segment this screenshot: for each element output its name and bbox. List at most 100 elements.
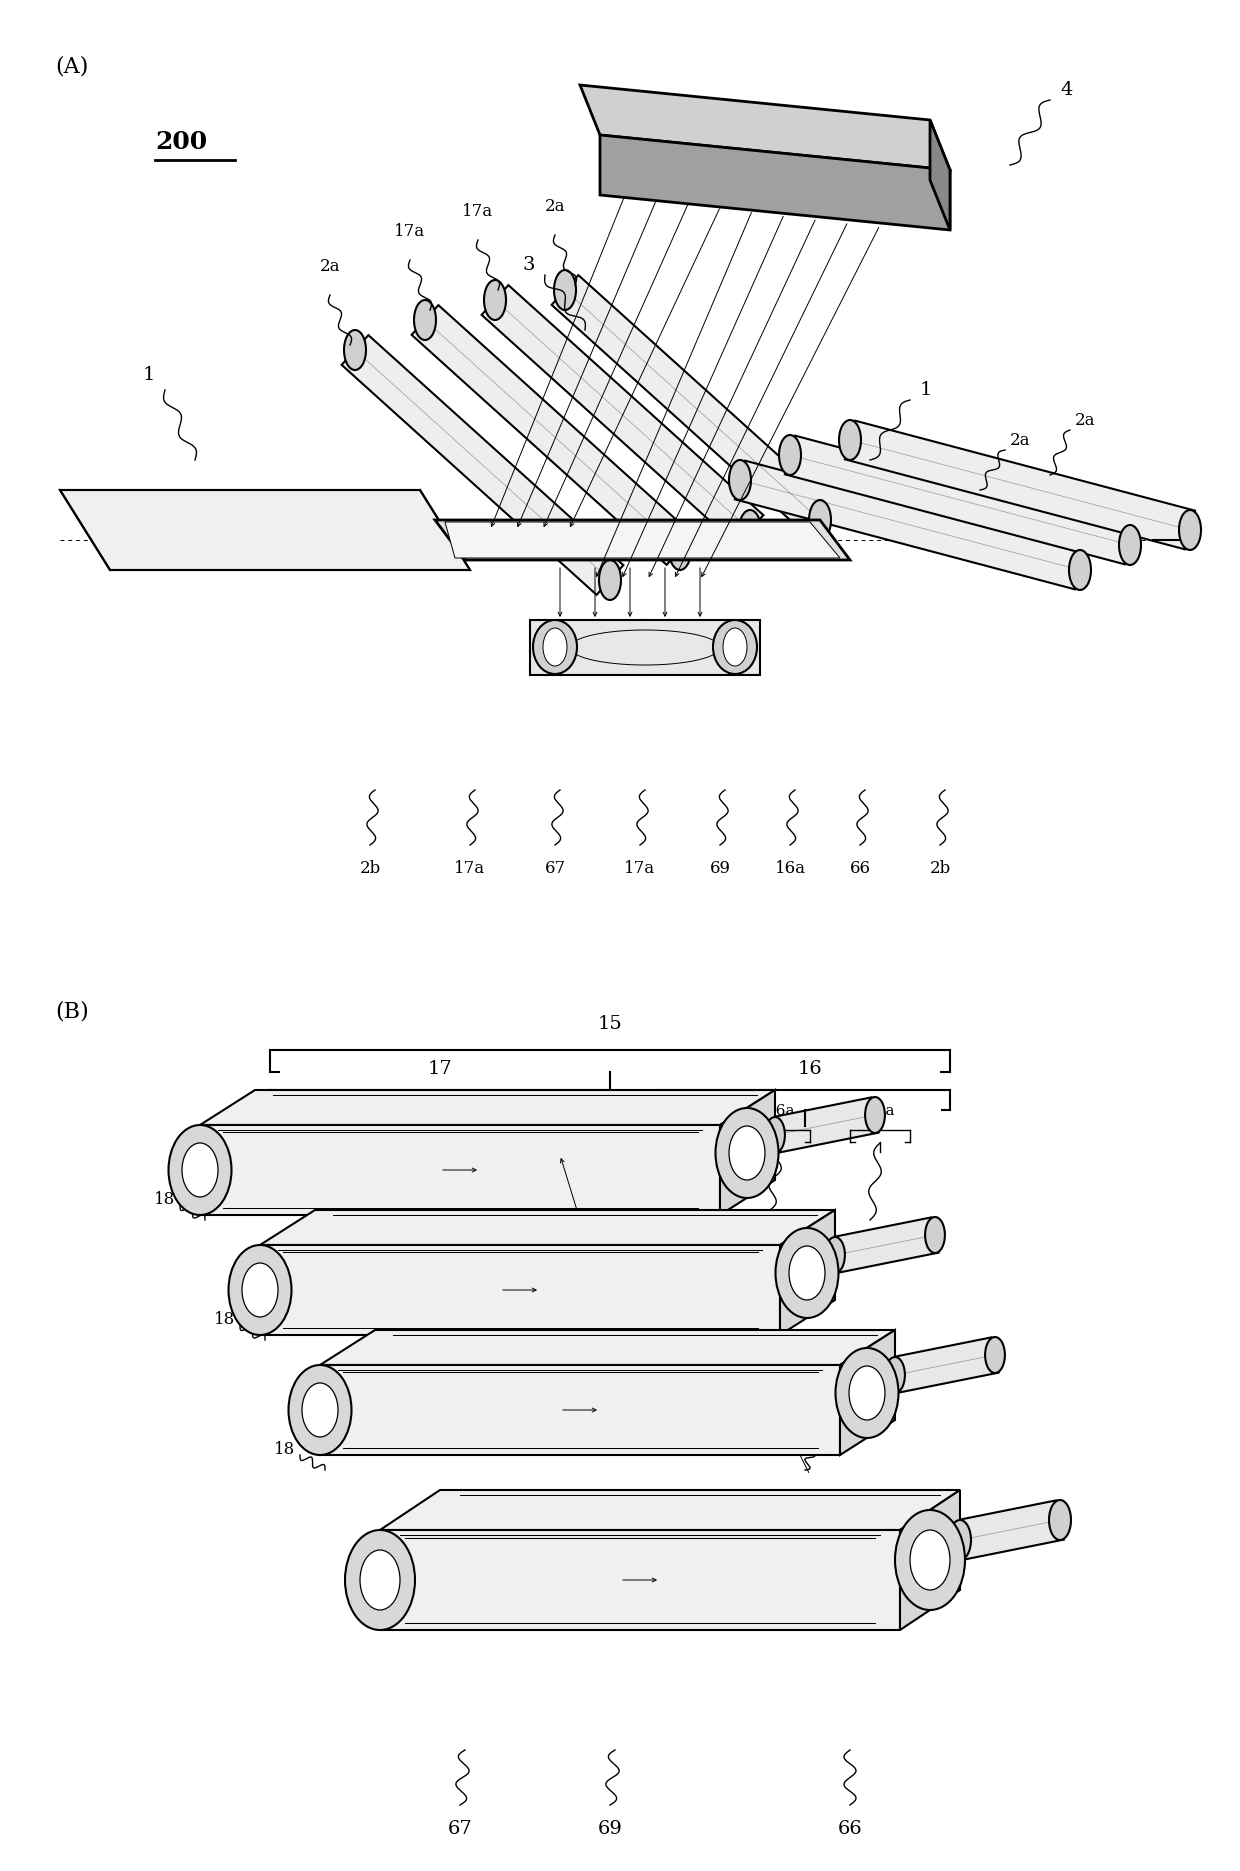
Text: 8: 8 [650, 1252, 661, 1269]
Text: 8: 8 [820, 1431, 832, 1448]
Ellipse shape [949, 1519, 971, 1560]
Ellipse shape [715, 1108, 779, 1197]
Ellipse shape [414, 299, 436, 341]
Ellipse shape [836, 1347, 899, 1439]
Polygon shape [320, 1330, 895, 1366]
Text: 17a: 17a [454, 861, 486, 877]
Polygon shape [930, 120, 950, 230]
Polygon shape [379, 1530, 900, 1630]
Ellipse shape [789, 1246, 825, 1300]
Ellipse shape [228, 1244, 291, 1336]
Polygon shape [200, 1091, 775, 1124]
Text: 4: 4 [1060, 80, 1073, 99]
Polygon shape [552, 275, 833, 535]
Text: 67: 67 [544, 861, 565, 877]
Ellipse shape [825, 1237, 844, 1272]
Polygon shape [435, 520, 849, 559]
Text: 17a: 17a [356, 1104, 384, 1119]
Ellipse shape [533, 619, 577, 674]
Ellipse shape [343, 329, 366, 370]
Ellipse shape [543, 629, 567, 666]
Ellipse shape [808, 500, 831, 541]
Ellipse shape [779, 434, 801, 475]
Text: 17a: 17a [255, 1104, 284, 1119]
Ellipse shape [925, 1216, 945, 1254]
Text: 69: 69 [598, 1820, 622, 1837]
Text: 1: 1 [143, 367, 155, 384]
Polygon shape [379, 1489, 960, 1530]
Ellipse shape [182, 1143, 218, 1197]
Polygon shape [260, 1211, 835, 1244]
Ellipse shape [599, 559, 621, 601]
Ellipse shape [723, 629, 746, 666]
Ellipse shape [484, 281, 506, 320]
Ellipse shape [670, 529, 691, 571]
Text: 3: 3 [522, 256, 534, 273]
Polygon shape [844, 421, 1195, 550]
Polygon shape [735, 460, 1085, 589]
Polygon shape [720, 1091, 775, 1214]
Ellipse shape [345, 1530, 415, 1630]
Polygon shape [600, 135, 950, 230]
Ellipse shape [739, 511, 761, 550]
Ellipse shape [765, 1117, 785, 1153]
Ellipse shape [289, 1366, 351, 1456]
Text: 66: 66 [838, 1820, 862, 1837]
Ellipse shape [713, 619, 756, 674]
Text: 200: 200 [155, 129, 207, 153]
Ellipse shape [242, 1263, 278, 1317]
Text: 2a: 2a [1011, 432, 1030, 449]
Text: 2a: 2a [1075, 412, 1095, 428]
Text: 15: 15 [598, 1014, 622, 1033]
FancyBboxPatch shape [529, 619, 760, 675]
Polygon shape [832, 1218, 939, 1272]
Ellipse shape [775, 1227, 838, 1317]
Polygon shape [771, 1098, 878, 1153]
Text: 16a: 16a [766, 1104, 795, 1119]
Text: (A): (A) [55, 54, 88, 77]
Text: 16: 16 [797, 1061, 822, 1078]
Polygon shape [200, 1124, 720, 1214]
Text: 66: 66 [849, 861, 870, 877]
Text: 16a: 16a [866, 1104, 894, 1119]
Text: 18: 18 [274, 1441, 295, 1459]
Text: 69: 69 [709, 861, 730, 877]
Text: (B): (B) [55, 999, 89, 1022]
Ellipse shape [1049, 1501, 1071, 1540]
Ellipse shape [169, 1124, 232, 1214]
Ellipse shape [1179, 511, 1202, 550]
Polygon shape [60, 490, 470, 571]
Text: 17: 17 [428, 1061, 453, 1078]
Polygon shape [900, 1489, 960, 1630]
Polygon shape [481, 284, 764, 544]
Polygon shape [956, 1501, 1064, 1560]
Ellipse shape [895, 1510, 965, 1611]
Polygon shape [839, 1330, 895, 1456]
Ellipse shape [729, 460, 751, 500]
Text: 17a: 17a [456, 1104, 484, 1119]
Polygon shape [556, 619, 735, 675]
Ellipse shape [866, 1096, 885, 1134]
Text: 17a: 17a [556, 1104, 584, 1119]
Ellipse shape [885, 1356, 905, 1394]
Polygon shape [341, 335, 624, 595]
Polygon shape [260, 1244, 780, 1336]
Ellipse shape [1069, 550, 1091, 589]
Text: 16a: 16a [666, 1104, 694, 1119]
Polygon shape [780, 1211, 835, 1336]
Text: 2a: 2a [320, 258, 340, 275]
Ellipse shape [985, 1338, 1004, 1373]
Text: 16a: 16a [775, 861, 806, 877]
Ellipse shape [910, 1530, 950, 1590]
Text: 1: 1 [920, 382, 932, 399]
Text: 18: 18 [213, 1312, 236, 1328]
Ellipse shape [1118, 526, 1141, 565]
Text: 2b: 2b [360, 861, 381, 877]
Polygon shape [412, 305, 693, 565]
Polygon shape [785, 436, 1135, 565]
Ellipse shape [303, 1383, 339, 1437]
Text: 8: 8 [590, 1177, 601, 1194]
Text: 8: 8 [720, 1345, 732, 1364]
Text: 2b: 2b [929, 861, 951, 877]
Polygon shape [580, 84, 950, 170]
